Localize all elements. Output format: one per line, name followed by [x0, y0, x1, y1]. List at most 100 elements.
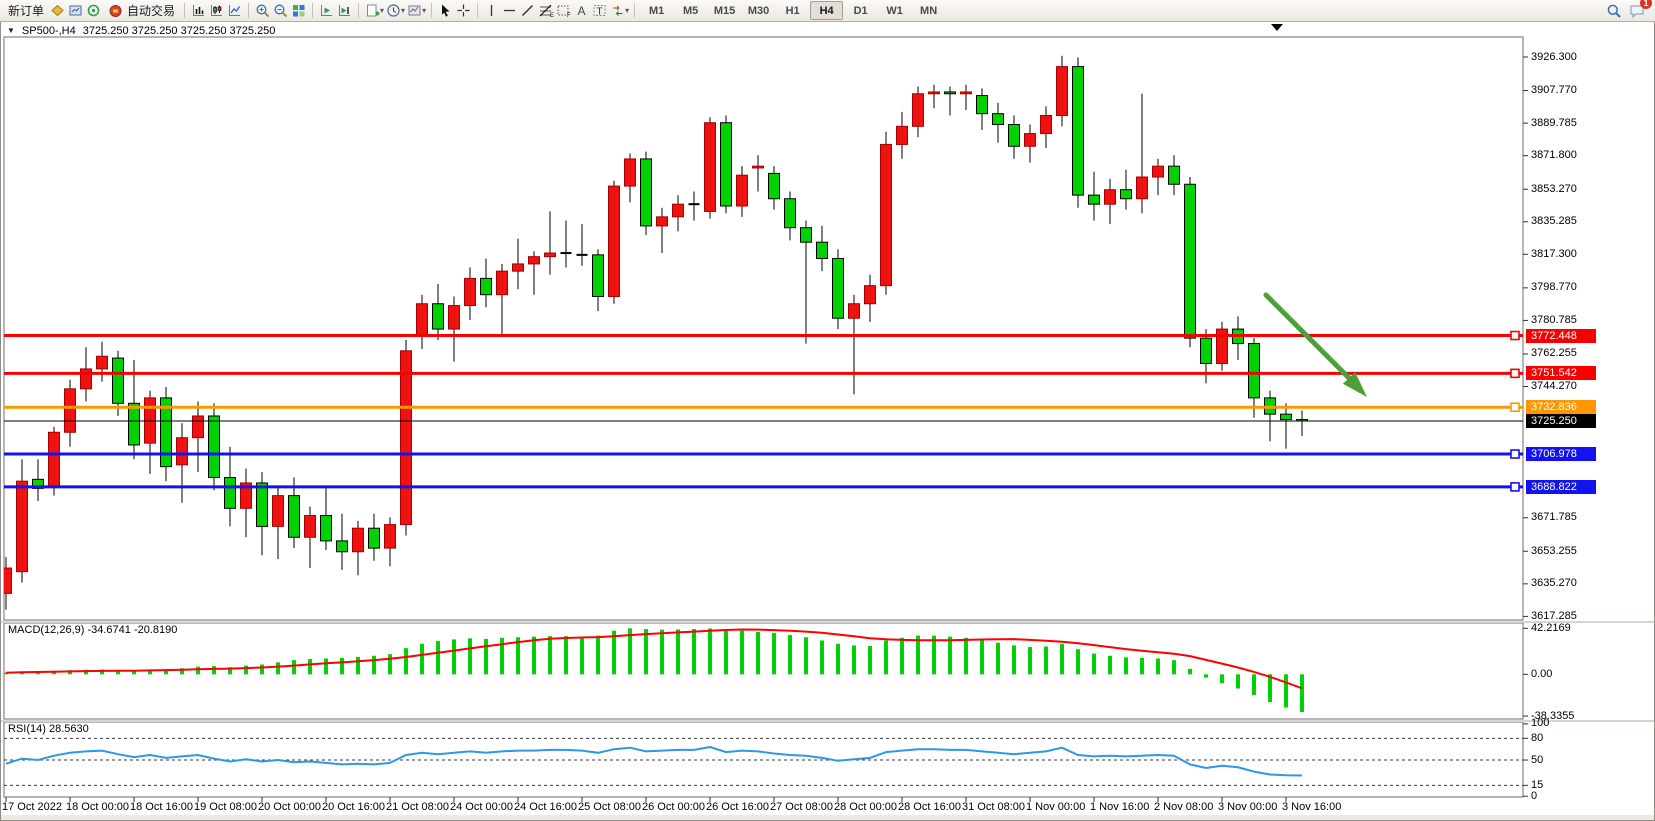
rsi-pane[interactable] — [3, 721, 1524, 798]
time-tick-label: 1 Nov 00:00 — [1026, 801, 1086, 813]
templates-dropdown[interactable]: ▾ — [422, 6, 427, 15]
search-icon[interactable] — [1605, 2, 1622, 19]
time-tick-label: 17 Oct 2022 — [2, 801, 62, 813]
crosshair-icon[interactable] — [455, 2, 472, 19]
trend-arrow[interactable] — [1263, 292, 1367, 397]
bar-chart-mode-icon[interactable] — [190, 2, 207, 19]
auto-trading-button[interactable]: 自动交易 — [103, 2, 179, 20]
horizontal-line-tool-icon[interactable] — [501, 2, 518, 19]
timeframe-MN[interactable]: MN — [920, 4, 938, 17]
new-order-label: 新订单 — [8, 4, 45, 18]
time-tick-label: 3 Nov 00:00 — [1218, 801, 1278, 813]
toolbar-separator — [431, 3, 433, 18]
svg-text:A: A — [578, 4, 586, 18]
time-tick-label: 19 Oct 08:00 — [194, 801, 257, 813]
periods-dropdown[interactable]: ▾ — [401, 6, 406, 15]
price-tick-label: 3835.285 — [1531, 215, 1577, 227]
zoom-out-icon[interactable] — [272, 2, 289, 19]
timeframe-M1[interactable]: M1 — [648, 4, 665, 17]
macd-pane[interactable] — [3, 622, 1524, 720]
periods-clock-icon[interactable] — [385, 2, 402, 19]
price-tick-label: 3617.285 — [1531, 610, 1577, 622]
auto-trading-icon — [107, 2, 124, 19]
price-level-label: 3751.542 — [1526, 366, 1596, 380]
timeframe-W1[interactable]: W1 — [886, 4, 903, 17]
fibonacci-tool-icon[interactable]: E — [537, 2, 554, 19]
market-watch-icon[interactable] — [67, 2, 84, 19]
price-tick-label: 3798.770 — [1531, 281, 1577, 293]
rsi-tick-label: 100 — [1531, 717, 1550, 729]
time-tick-label: 3 Nov 16:00 — [1282, 801, 1342, 813]
vertical-line-tool-icon[interactable] — [483, 2, 500, 19]
price-tick-label: 3780.785 — [1531, 314, 1577, 326]
time-tick-label: 31 Oct 08:00 — [962, 801, 1025, 813]
timeframe-H4[interactable]: H4 — [810, 1, 844, 20]
timeframe-M30[interactable]: M30 — [747, 4, 770, 17]
current-price-label: 3725.250 — [1526, 414, 1596, 428]
window-bottom-frame — [1, 815, 1654, 820]
auto-scroll-icon[interactable] — [318, 2, 335, 19]
label-tool-icon[interactable]: T — [591, 2, 608, 19]
cycle-lines-tool-icon[interactable]: F — [555, 2, 572, 19]
new-order-button[interactable]: 新订单 — [4, 2, 48, 20]
line-chart-mode-icon[interactable] — [226, 2, 243, 19]
toolbar-separator — [477, 3, 479, 18]
toolbar-separator — [312, 3, 314, 18]
shift-marker-icon[interactable] — [1271, 24, 1283, 31]
timeframe-M5[interactable]: M5 — [682, 4, 699, 17]
zoom-in-icon[interactable] — [254, 2, 271, 19]
tile-windows-icon[interactable] — [290, 2, 307, 19]
toolbar-separator — [358, 3, 360, 18]
text-tool-icon[interactable]: A — [573, 2, 590, 19]
gold-order-icon[interactable] — [49, 2, 66, 19]
candlestick-series — [4, 55, 1308, 610]
price-tick-label: 3926.300 — [1531, 51, 1577, 63]
timeframe-D1[interactable]: D1 — [853, 4, 868, 17]
svg-text:F: F — [567, 13, 571, 18]
chart-shift-icon[interactable] — [336, 2, 353, 19]
price-tick-label: 3653.255 — [1531, 545, 1577, 557]
time-tick-label: 28 Oct 16:00 — [898, 801, 961, 813]
trendline-tool-icon[interactable] — [519, 2, 536, 19]
price-level-label: 3772.448 — [1526, 329, 1596, 343]
rsi-tick-label: 15 — [1531, 779, 1544, 791]
price-tick-label: 3871.800 — [1531, 149, 1577, 161]
arrows-dropdown[interactable]: ▾ — [625, 6, 630, 15]
timeframe-bar: M1 M5 M15 M30 H1 H4 D1 W1 MN — [640, 1, 945, 20]
chart-ohlc-values: 3725.250 3725.250 3725.250 3725.250 — [82, 24, 276, 37]
pane-splitter[interactable] — [1, 621, 1654, 623]
arrows-tool-icon[interactable] — [609, 2, 626, 19]
toolbar-separator — [248, 3, 250, 18]
main-toolbar: 新订单 自动交易 ▾ ▾ — [0, 0, 1655, 22]
new-chart-dropdown[interactable]: ▾ — [380, 6, 385, 15]
time-tick-label: 18 Oct 16:00 — [130, 801, 193, 813]
cursor-icon[interactable] — [437, 2, 454, 19]
time-tick-label: 28 Oct 00:00 — [834, 801, 897, 813]
templates-icon[interactable] — [406, 2, 423, 19]
time-tick-label: 21 Oct 08:00 — [386, 801, 449, 813]
macd-histogram — [4, 628, 1304, 713]
timeframe-M15[interactable]: M15 — [713, 4, 736, 17]
rsi-tick-label: 80 — [1531, 732, 1544, 744]
svg-text:E: E — [550, 13, 554, 18]
candlestick-mode-icon[interactable] — [208, 2, 225, 19]
price-level-label: 3688.822 — [1526, 480, 1596, 494]
timeframe-H1[interactable]: H1 — [785, 4, 800, 17]
pane-splitter[interactable] — [1, 720, 1654, 722]
price-tick-label: 3853.270 — [1531, 183, 1577, 195]
signals-icon[interactable] — [85, 2, 102, 19]
main-pane[interactable] — [3, 36, 1524, 621]
price-tick-label: 3817.300 — [1531, 248, 1577, 260]
chart-title-bar: ▼ SP500-,H4 3725.250 3725.250 3725.250 3… — [7, 24, 275, 37]
new-chart-icon[interactable] — [364, 2, 381, 19]
notifications-chat-icon[interactable]: 1 — [1628, 0, 1652, 19]
time-tick-label: 24 Oct 00:00 — [450, 801, 513, 813]
time-tick-label: 24 Oct 16:00 — [514, 801, 577, 813]
price-tick-label: 3635.270 — [1531, 577, 1577, 589]
price-tick-label: 3907.770 — [1531, 84, 1577, 96]
macd-indicator-label: MACD(12,26,9) -34.6741 -20.8190 — [8, 624, 178, 636]
collapse-triangle-icon[interactable]: ▼ — [7, 26, 15, 35]
time-tick-label: 2 Nov 08:00 — [1154, 801, 1214, 813]
time-tick-label: 27 Oct 08:00 — [770, 801, 833, 813]
